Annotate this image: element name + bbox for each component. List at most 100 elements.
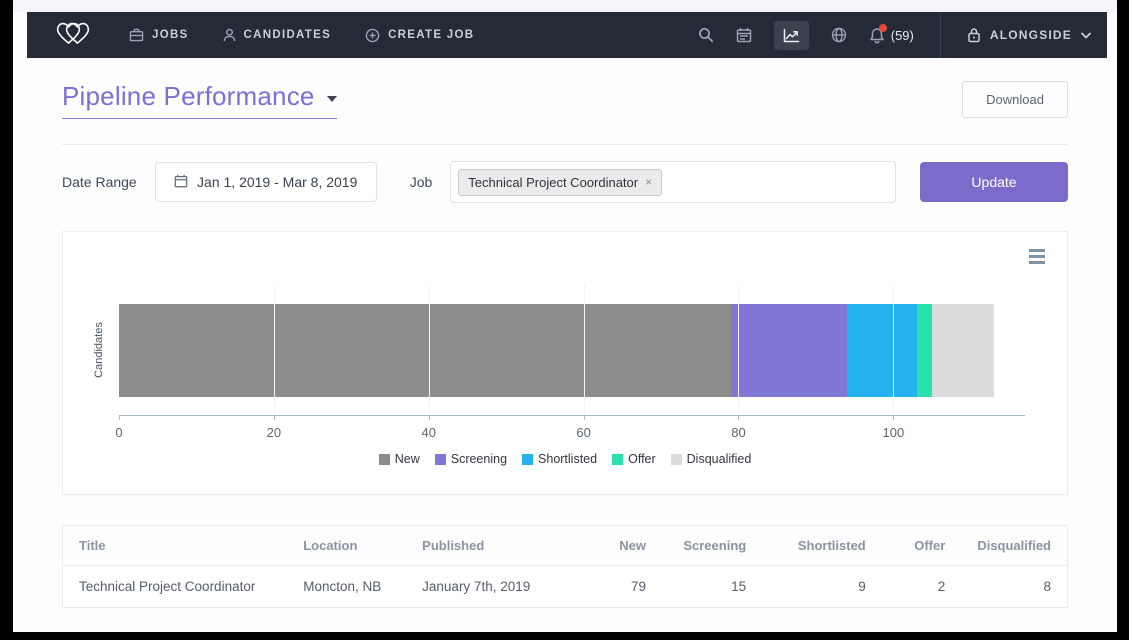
x-axis-tick-label: 40 bbox=[421, 425, 436, 440]
table-cell: 79 bbox=[630, 579, 646, 594]
table-body: Technical Project Coordinator Moncton, NB… bbox=[63, 566, 1068, 608]
legend-label: New bbox=[394, 452, 420, 466]
column-header-screening: Screening bbox=[662, 525, 763, 566]
notification-count: (59) bbox=[890, 27, 914, 43]
lock-icon bbox=[967, 27, 981, 43]
bar-segment-screening[interactable] bbox=[730, 304, 847, 397]
page-header: Pipeline Performance Download bbox=[62, 81, 1068, 119]
legend-swatch bbox=[378, 453, 390, 465]
table-header-row: Title Location Published New Screening Shortl… bbox=[62, 525, 1068, 566]
notifications-button[interactable]: (59) bbox=[869, 23, 914, 44]
x-axis-tick bbox=[428, 416, 430, 420]
legend-label: Shortlisted bbox=[538, 452, 598, 466]
nav-item-label: CREATE JOB bbox=[388, 29, 475, 41]
globe-icon[interactable] bbox=[831, 27, 847, 43]
bar-segment-offer[interactable] bbox=[916, 304, 933, 397]
job-label: Job bbox=[409, 174, 433, 190]
column-header-title: Title bbox=[62, 525, 288, 566]
results-table: Title Location Published New Screening Shortl… bbox=[62, 525, 1068, 608]
table-row[interactable]: Technical Project Coordinator Moncton, NB… bbox=[63, 566, 1068, 608]
top-strip bbox=[13, 0, 1117, 12]
calendar-icon[interactable] bbox=[736, 27, 752, 43]
x-axis-tick bbox=[738, 416, 740, 420]
column-header-offer: Offer bbox=[881, 525, 962, 566]
report-selector[interactable]: Pipeline Performance bbox=[62, 81, 337, 119]
nav-item-candidates[interactable]: CANDIDATES bbox=[223, 28, 332, 42]
legend-swatch bbox=[434, 453, 446, 465]
gridline-overlay bbox=[738, 284, 740, 415]
bar-segment-shortlisted[interactable] bbox=[846, 304, 917, 397]
column-header-new: New bbox=[573, 525, 662, 566]
x-axis-tick bbox=[583, 416, 585, 420]
column-header-disqualified: Disqualified bbox=[961, 525, 1068, 566]
date-range-value: Jan 1, 2019 - Mar 8, 2019 bbox=[197, 174, 358, 190]
column-header-published: Published bbox=[406, 525, 574, 566]
main-content: Pipeline Performance Download Date Range… bbox=[13, 81, 1117, 608]
top-navbar: JOBS CANDIDATES CREATE JOB bbox=[27, 12, 1107, 58]
job-tag: Technical Project Coordinator × bbox=[458, 168, 663, 196]
download-button[interactable]: Download bbox=[962, 81, 1068, 118]
legend-swatch bbox=[522, 453, 534, 465]
column-header-shortlisted: Shortlisted bbox=[762, 525, 882, 566]
gridline-overlay bbox=[273, 284, 275, 415]
person-icon bbox=[223, 28, 236, 42]
gridline-overlay bbox=[583, 284, 585, 415]
chart-menu-icon[interactable] bbox=[1029, 249, 1045, 264]
job-select-input[interactable]: Technical Project Coordinator × bbox=[450, 161, 896, 203]
x-axis-tick-label: 100 bbox=[882, 425, 905, 440]
table-cell: Technical Project Coordinator bbox=[79, 579, 256, 594]
table-cell: 8 bbox=[1043, 579, 1051, 594]
legend-item-shortlisted[interactable]: Shortlisted bbox=[522, 452, 597, 466]
app-window: JOBS CANDIDATES CREATE JOB bbox=[13, 0, 1117, 632]
job-tag-text: Technical Project Coordinator bbox=[468, 174, 639, 190]
chevron-down-icon bbox=[1081, 32, 1091, 39]
legend-label: Screening bbox=[450, 452, 508, 466]
nav-item-label: CANDIDATES bbox=[243, 29, 332, 41]
y-axis-label: Candidates bbox=[93, 322, 105, 378]
bar-segment-disqualified[interactable] bbox=[932, 304, 994, 397]
navbar-divider bbox=[939, 12, 941, 58]
x-axis-tick bbox=[273, 416, 275, 420]
x-axis-tick-label: 20 bbox=[266, 425, 282, 440]
account-name: ALONGSIDE bbox=[989, 28, 1072, 42]
bar-segment-new[interactable] bbox=[119, 304, 731, 397]
nav-item-create-job[interactable]: CREATE JOB bbox=[365, 28, 474, 43]
navbar-right: (59) ALONGSIDE bbox=[698, 12, 1091, 58]
table-cell: Moncton, NB bbox=[303, 579, 382, 594]
table-cell: 9 bbox=[858, 579, 866, 594]
search-icon[interactable] bbox=[698, 27, 714, 43]
caret-down-icon bbox=[326, 95, 337, 102]
header-divider bbox=[62, 144, 1068, 145]
nav-item-jobs[interactable]: JOBS bbox=[129, 28, 189, 42]
remove-tag-icon[interactable]: × bbox=[645, 175, 653, 189]
double-heart-logo-icon bbox=[55, 18, 91, 53]
legend-item-screening[interactable]: Screening bbox=[434, 452, 508, 466]
date-range-input[interactable]: Jan 1, 2019 - Mar 8, 2019 bbox=[154, 162, 377, 202]
x-axis-tick bbox=[119, 416, 120, 420]
x-axis-tick-label: 0 bbox=[115, 425, 123, 440]
update-button[interactable]: Update bbox=[920, 162, 1068, 202]
column-header-location: Location bbox=[287, 525, 407, 566]
filters-bar: Date Range Jan 1, 2019 - Mar 8, 2019 Job… bbox=[62, 161, 1068, 203]
x-axis-tick-label: 80 bbox=[731, 425, 746, 440]
stacked-bar bbox=[119, 304, 1025, 397]
legend-item-offer[interactable]: Offer bbox=[612, 452, 656, 466]
pipeline-chart-card: Candidates 0 20 40 60 80 100 New Screening Shor… bbox=[62, 231, 1068, 495]
legend-swatch bbox=[612, 453, 624, 465]
chart-legend: New Screening Shortlisted Offer Disqualified bbox=[63, 452, 1067, 466]
legend-label: Offer bbox=[628, 452, 656, 466]
gridline-overlay bbox=[428, 284, 430, 415]
brand-logo[interactable] bbox=[55, 18, 91, 53]
account-menu[interactable]: ALONGSIDE bbox=[967, 27, 1091, 43]
legend-item-disqualified[interactable]: Disqualified bbox=[670, 452, 752, 466]
briefcase-icon bbox=[129, 28, 144, 42]
date-range-label: Date Range bbox=[62, 174, 137, 190]
legend-item-new[interactable]: New bbox=[378, 452, 420, 466]
chart-plot-area: 0 20 40 60 80 100 bbox=[115, 284, 1025, 440]
gridline-overlay bbox=[893, 284, 895, 415]
nav-items: JOBS CANDIDATES CREATE JOB bbox=[129, 28, 474, 43]
analytics-icon[interactable] bbox=[773, 20, 809, 50]
calendar-small-icon bbox=[174, 174, 188, 191]
legend-label: Disqualified bbox=[686, 452, 752, 466]
table-cell: January 7th, 2019 bbox=[422, 579, 531, 594]
